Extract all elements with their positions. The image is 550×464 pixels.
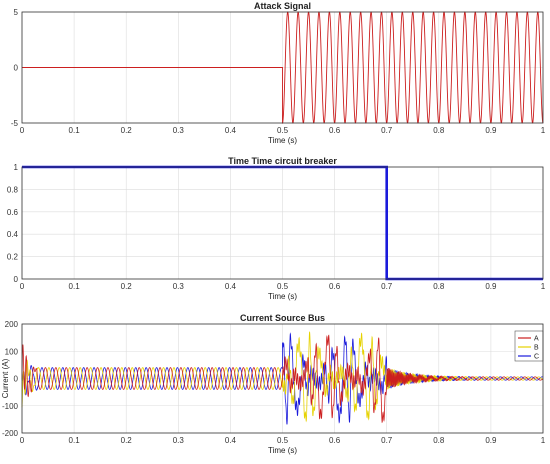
current-line-a	[21, 334, 544, 424]
y-axis-label: Current (A)	[1, 358, 10, 398]
y-tick-label: 0	[14, 375, 19, 384]
plot-frame	[21, 323, 544, 434]
chart-title: Current Source Bus	[240, 313, 325, 323]
y-tick-label: 0	[14, 275, 19, 284]
x-tick-label: 0.9	[485, 282, 497, 291]
x-tick-label: 0.1	[69, 436, 81, 445]
y-tick-label: 0.2	[7, 253, 19, 262]
y-tick-label: 0.8	[7, 185, 19, 194]
x-tick-label: 1	[541, 126, 546, 135]
x-tick-label: 0.4	[225, 282, 237, 291]
y-tick-label: 200	[5, 320, 19, 329]
x-tick-label: 0.9	[485, 436, 497, 445]
x-axis-label: Time (s)	[268, 446, 297, 455]
x-tick-label: 0	[20, 436, 25, 445]
x-tick-label: 1	[541, 436, 546, 445]
x-tick-label: 0.9	[485, 126, 497, 135]
x-tick-label: 0.4	[225, 126, 237, 135]
y-tick-label: 1	[14, 163, 19, 172]
x-tick-label: 0.5	[277, 436, 289, 445]
x-tick-label: 0.7	[381, 282, 393, 291]
x-tick-label: 0.5	[277, 126, 289, 135]
y-tick-label: -200	[2, 429, 19, 438]
circuit-breaker-axes: 0 0.1 0.2 0.3 0.4 0.5 0.6 0.7 0.8 0.9 1 0 0.2 0.4 0.6 0…	[7, 156, 546, 301]
y-tick-label: 0	[14, 64, 19, 73]
plot-frame	[21, 11, 544, 124]
legend-label-b: B	[534, 345, 539, 352]
legend-label-c: C	[534, 354, 539, 361]
x-tick-label: 0.3	[173, 126, 185, 135]
x-axis-label: Time (s)	[268, 136, 297, 145]
attack-signal-axes: 0 0.1 0.2 0.3 0.4 0.5 0.6 0.7 0.8 0.9 1-505Attack …	[11, 1, 546, 145]
x-tick-label: 1	[541, 282, 546, 291]
x-tick-label: 0.6	[329, 436, 341, 445]
y-tick-label: 0.6	[7, 208, 19, 217]
x-tick-label: 0.8	[433, 282, 445, 291]
x-tick-label: 0.8	[433, 436, 445, 445]
x-tick-label: 0.1	[69, 282, 81, 291]
chart-title: Attack Signal	[254, 1, 311, 11]
legend-label-a: A	[534, 336, 539, 343]
x-tick-label: 0.3	[173, 282, 185, 291]
x-tick-label: 0.6	[329, 126, 341, 135]
current-source-bus-axes: 0 0.1 0.2 0.3 0.4 0.5 0.6 0.7 0.8 0.9 1 -200 -100 0 10…	[1, 313, 546, 455]
x-tick-label: 0	[20, 126, 25, 135]
chart-title: Time Time circuit breaker	[228, 156, 337, 166]
y-tick-label: -5	[11, 119, 19, 128]
y-tick-label: 100	[5, 347, 19, 356]
x-tick-label: 0.1	[69, 126, 81, 135]
x-tick-label: 0.5	[277, 282, 289, 291]
x-axis-label: Time (s)	[268, 292, 297, 301]
x-tick-label: 0.6	[329, 282, 341, 291]
x-tick-label: 0.2	[121, 126, 133, 135]
y-tick-label: 5	[14, 8, 19, 17]
x-tick-label: 0.4	[225, 436, 237, 445]
x-tick-label: 0	[20, 282, 25, 291]
y-tick-label: 0.4	[7, 230, 19, 239]
plot-frame	[21, 166, 544, 280]
y-tick-label: -100	[2, 402, 19, 411]
x-tick-label: 0.2	[121, 436, 133, 445]
x-tick-label: 0.3	[173, 436, 185, 445]
x-tick-label: 0.7	[381, 436, 393, 445]
x-tick-label: 0.7	[381, 126, 393, 135]
x-tick-label: 0.2	[121, 282, 133, 291]
x-tick-label: 0.8	[433, 126, 445, 135]
